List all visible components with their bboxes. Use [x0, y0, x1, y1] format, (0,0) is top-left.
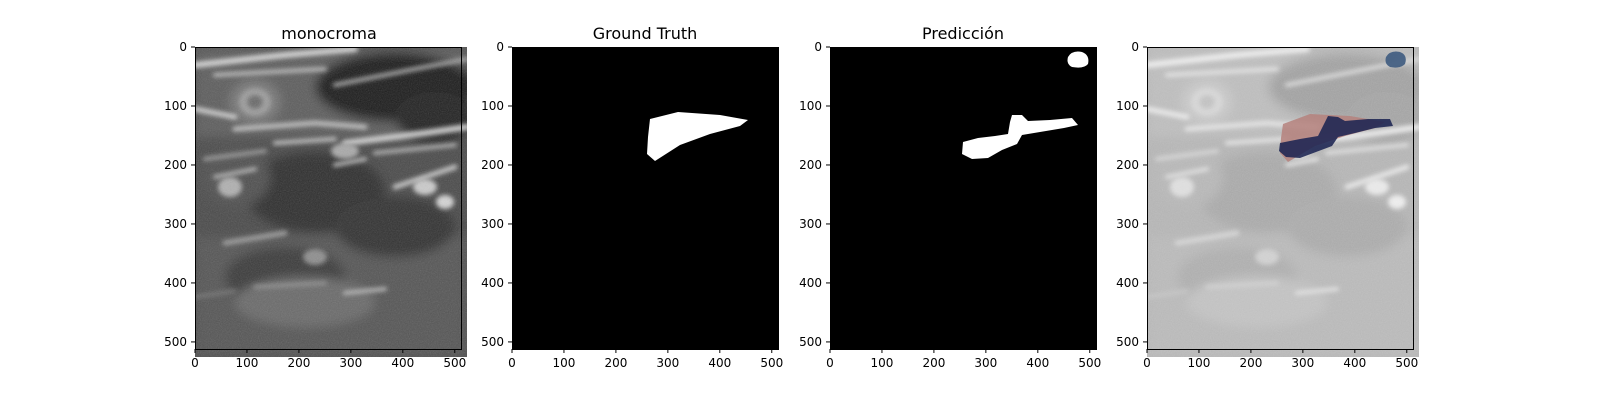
- x-tick-label: 300: [656, 356, 679, 370]
- x-tick-label: 400: [708, 356, 731, 370]
- y-tick-label: 0: [496, 40, 504, 54]
- x-tick-label: 0: [826, 356, 834, 370]
- panel-ground-truth: Ground Truth 0 100 200 300 400 500 0 100 200 300 4…: [481, 24, 783, 370]
- x-tick-label: 400: [1026, 356, 1049, 370]
- x-tick-label: 100: [871, 356, 894, 370]
- panel-monocroma: monocroma 0 100 200 300 400 500 0 100 200 300 400 5…: [164, 24, 475, 370]
- panel-title: Predicción: [922, 24, 1004, 43]
- y-tick-label: 100: [799, 99, 822, 113]
- x-tick-label: 0: [191, 356, 199, 370]
- y-tick-label: 300: [481, 217, 504, 231]
- x-tick-label: 200: [287, 356, 310, 370]
- y-tick-label: 100: [164, 99, 187, 113]
- axis-ticks: 0 100 200 300 400 500 0 100 200 300 400 500: [164, 40, 466, 370]
- axes-frame: [830, 47, 1097, 350]
- y-tick-label: 0: [179, 40, 187, 54]
- panel-overlay: 0 100 200 300 400 500 0 100 200 300 400 500: [1116, 40, 1419, 370]
- y-tick-label: 400: [481, 276, 504, 290]
- x-tick-label: 200: [922, 356, 945, 370]
- y-tick-label: 300: [164, 217, 187, 231]
- y-tick-label: 200: [164, 158, 187, 172]
- prediction-mask-region: [962, 115, 1078, 159]
- y-tick-label: 400: [799, 276, 822, 290]
- prediction-mask-region: [1067, 51, 1089, 68]
- panel-title: monocroma: [281, 24, 377, 43]
- panel-prediccion: Predicción 0 100 200 300 400 500 0 100 200 300 400…: [799, 24, 1101, 370]
- y-tick-label: 200: [799, 158, 822, 172]
- y-tick-label: 500: [164, 335, 187, 349]
- axis-ticks: 0 100 200 300 400 500 0 100 200 300 400 500: [799, 40, 1101, 370]
- x-tick-label: 200: [1239, 356, 1262, 370]
- y-tick-label: 400: [164, 276, 187, 290]
- axes-frame: [512, 47, 779, 350]
- y-tick-label: 0: [1131, 40, 1139, 54]
- y-tick-label: 500: [1116, 335, 1139, 349]
- y-tick-label: 0: [814, 40, 822, 54]
- y-tick-label: 500: [799, 335, 822, 349]
- x-tick-label: 0: [1143, 356, 1151, 370]
- x-tick-label: 300: [974, 356, 997, 370]
- panel-title: Ground Truth: [593, 24, 698, 43]
- y-tick-label: 300: [799, 217, 822, 231]
- y-tick-label: 100: [481, 99, 504, 113]
- overlay-prediction-region: [1279, 116, 1393, 158]
- x-tick-label: 200: [604, 356, 627, 370]
- x-tick-label: 500: [443, 356, 466, 370]
- mask-background: [830, 47, 1096, 349]
- y-tick-label: 300: [1116, 217, 1139, 231]
- y-tick-label: 500: [481, 335, 504, 349]
- x-tick-label: 500: [1395, 356, 1418, 370]
- x-tick-label: 100: [1188, 356, 1211, 370]
- x-tick-label: 100: [553, 356, 576, 370]
- x-tick-label: 400: [1343, 356, 1366, 370]
- axis-ticks: 0 100 200 300 400 500 0 100 200 300 400 500: [1116, 40, 1418, 370]
- ground-truth-mask-region: [647, 112, 748, 161]
- y-tick-label: 200: [1116, 158, 1139, 172]
- y-tick-label: 200: [481, 158, 504, 172]
- y-tick-label: 400: [1116, 276, 1139, 290]
- x-tick-label: 300: [1291, 356, 1314, 370]
- x-tick-label: 500: [1078, 356, 1101, 370]
- axis-ticks: 0 100 200 300 400 500 0 100 200 300 400 500: [481, 40, 783, 370]
- axes-frame: [1147, 47, 1414, 350]
- x-tick-label: 100: [236, 356, 259, 370]
- mask-background: [512, 47, 778, 349]
- x-tick-label: 300: [339, 356, 362, 370]
- x-tick-label: 500: [760, 356, 783, 370]
- x-tick-label: 400: [391, 356, 414, 370]
- axes-frame: [195, 47, 462, 350]
- x-tick-label: 0: [508, 356, 516, 370]
- overlay-prediction-region: [1385, 51, 1406, 68]
- overlay-base-image: [1147, 47, 1419, 357]
- ultrasound-image: [195, 47, 475, 357]
- y-tick-label: 100: [1116, 99, 1139, 113]
